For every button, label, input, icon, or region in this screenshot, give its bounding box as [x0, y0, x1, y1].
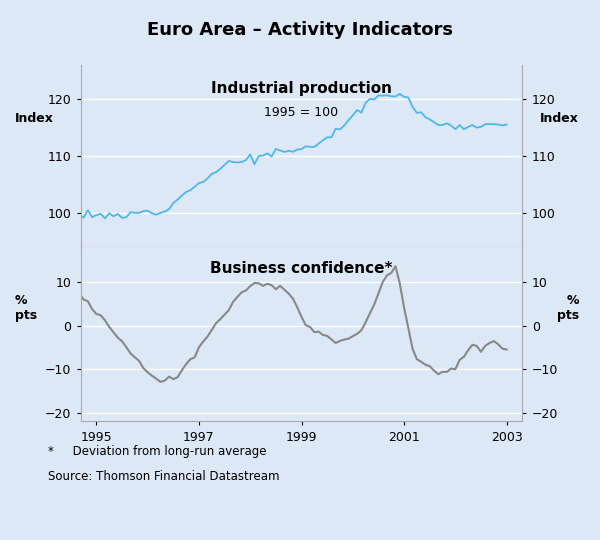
Text: Source: Thomson Financial Datastream: Source: Thomson Financial Datastream — [48, 470, 280, 483]
Text: Index: Index — [15, 112, 54, 125]
Text: Industrial production: Industrial production — [211, 81, 392, 96]
Text: Business confidence*: Business confidence* — [210, 261, 393, 276]
Text: 1995 = 100: 1995 = 100 — [265, 106, 338, 119]
Text: %
pts: % pts — [15, 294, 37, 322]
Text: %
pts: % pts — [557, 294, 579, 322]
Text: *     Deviation from long-run average: * Deviation from long-run average — [48, 446, 266, 458]
Text: Index: Index — [540, 112, 579, 125]
Text: Euro Area – Activity Indicators: Euro Area – Activity Indicators — [147, 21, 453, 39]
